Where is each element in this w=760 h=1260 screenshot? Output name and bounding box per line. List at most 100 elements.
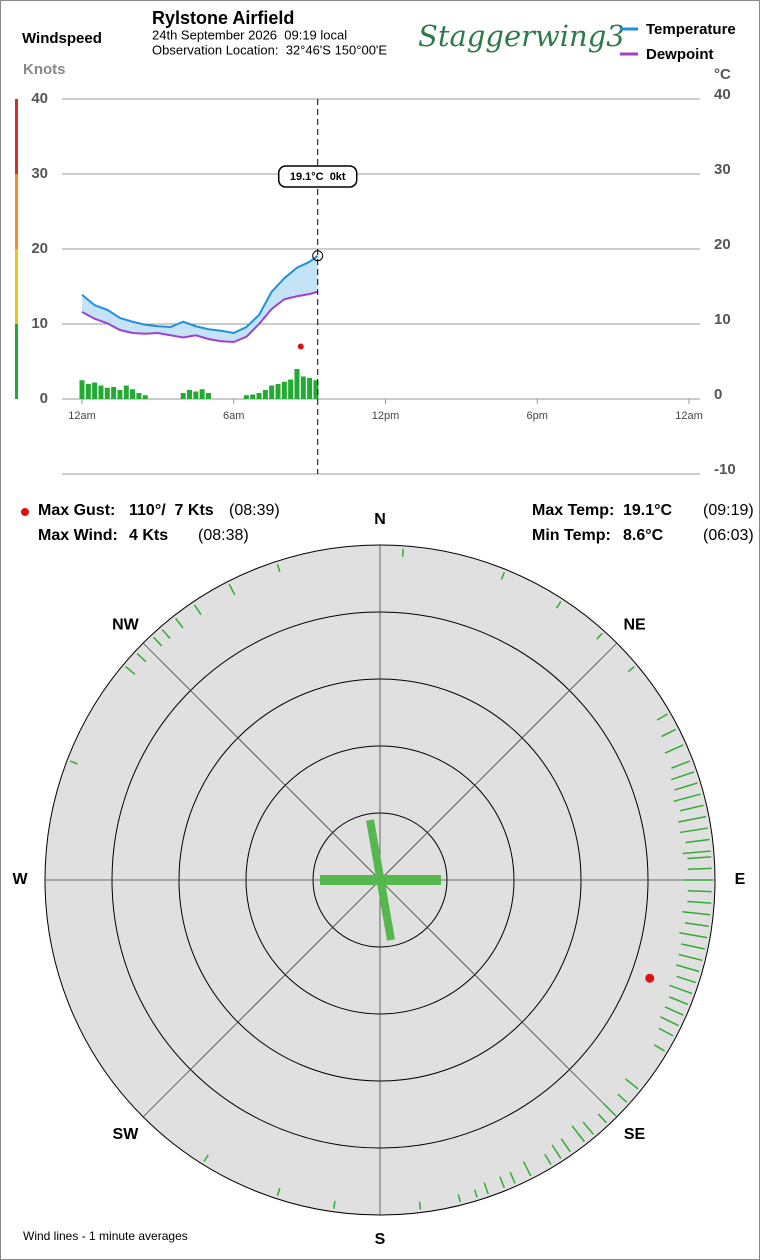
gust-point (297, 343, 304, 350)
wind-bar (288, 379, 294, 399)
wind-line (418, 1201, 422, 1210)
speed-band (15, 174, 18, 249)
wind-line (656, 713, 668, 721)
stats: Max Gust: 110°/ 7 Kts (08:39) Max Wind: … (21, 502, 754, 544)
wind-line (551, 1144, 562, 1159)
wind-line (69, 760, 78, 765)
wind-bar (92, 382, 98, 399)
wind-line (682, 911, 711, 916)
wind-line (333, 1200, 336, 1209)
y-tick-label: 10 (31, 315, 48, 332)
wind-line (276, 1187, 281, 1196)
speed-band (15, 99, 18, 174)
x-tick-label: 12am (68, 410, 96, 422)
legend-label: Dewpoint (646, 46, 714, 63)
wind-line (669, 996, 689, 1006)
compass-label: NE (623, 617, 646, 634)
tooltip: 19.1°C 0kt (290, 171, 346, 183)
wind-bar (111, 387, 117, 399)
wind-line (658, 1027, 674, 1037)
wind-bar (199, 389, 205, 399)
y-tick-label: 30 (31, 165, 48, 182)
y-tick-label: 40 (31, 90, 48, 107)
wind-line (597, 1113, 607, 1124)
wind-line (228, 583, 236, 596)
wind-line (681, 943, 705, 950)
compass-label: N (374, 511, 386, 528)
stat-value: 19.1°C (623, 502, 673, 519)
y2-tick-label: 40 (714, 86, 731, 103)
wind-bar (79, 380, 85, 399)
x-tick-label: 6pm (527, 410, 548, 422)
wind-polar: N NE E SE S SW W NW (12, 511, 745, 1248)
wind-line (161, 628, 171, 639)
speed-band (15, 249, 18, 324)
wind-line (664, 744, 684, 754)
wind-bar (256, 393, 262, 399)
wind-line (680, 827, 709, 834)
wind-line (674, 782, 698, 791)
y-tick-label: 0 (40, 390, 48, 407)
wind-line (401, 548, 404, 557)
y2-tick-label: 10 (714, 311, 731, 328)
wind-line (483, 1182, 489, 1195)
wind-bar (250, 394, 256, 399)
wind-bar (281, 381, 287, 399)
datetime: 24th September 2026 09:19 local (152, 27, 347, 42)
wind-line (678, 815, 707, 823)
legend: Temperature Dewpoint (620, 21, 736, 63)
wind-line (602, 1102, 616, 1116)
wind-line (555, 601, 562, 609)
wind-line (153, 636, 163, 647)
wind-line (687, 900, 712, 904)
wind-line (687, 856, 712, 860)
y-axis-label: Windspeed (22, 30, 102, 47)
x-tick-label: 12pm (372, 410, 400, 422)
wind-line (687, 867, 712, 871)
wind-line (671, 760, 691, 769)
wind-bar (243, 395, 249, 399)
wind-bar (275, 384, 281, 399)
wind-bar (300, 376, 306, 399)
gust-marker (21, 508, 29, 516)
wind-bar (98, 385, 104, 399)
compass-label: S (375, 1231, 386, 1248)
wind-line (509, 1172, 516, 1184)
wind-line (544, 1153, 552, 1165)
compass-label: SE (624, 1126, 646, 1143)
wind-bar (85, 384, 91, 399)
y-tick-label: 20 (31, 240, 48, 257)
stat-value: 110°/ 7 Kts (129, 502, 214, 519)
wind-line (684, 922, 709, 927)
wind-line (582, 1121, 594, 1135)
wind-line (675, 964, 700, 973)
wind-line (617, 1093, 628, 1103)
series-line (81, 254, 319, 335)
wind-bar (262, 390, 268, 399)
wind-line (596, 632, 603, 640)
wind-bar (104, 387, 110, 399)
stat-label: Max Temp: (532, 502, 614, 519)
wind-line (682, 850, 711, 855)
wind-line (276, 564, 281, 573)
wind-line (673, 793, 701, 803)
logo: Staggerwing3 (418, 19, 625, 53)
wind-bar (186, 390, 192, 399)
compass-label: E (735, 871, 746, 888)
wind-bar (205, 393, 211, 399)
wind-line (457, 1194, 462, 1203)
x-tick-label: 12am (675, 410, 703, 422)
gust-point (645, 973, 655, 983)
wind-bar (193, 391, 199, 399)
station-name: Rylstone Airfield (152, 8, 294, 28)
stat-label: Min Temp: (532, 527, 611, 544)
wind-line (678, 953, 703, 962)
wind-line (676, 975, 696, 984)
wind-line (669, 984, 693, 995)
wind-line (522, 1161, 532, 1177)
wind-line (660, 1016, 679, 1027)
wind-line (679, 932, 708, 939)
wind-line (203, 1154, 209, 1162)
stat-label: Max Gust: (38, 502, 115, 519)
spread-fill (82, 255, 318, 342)
